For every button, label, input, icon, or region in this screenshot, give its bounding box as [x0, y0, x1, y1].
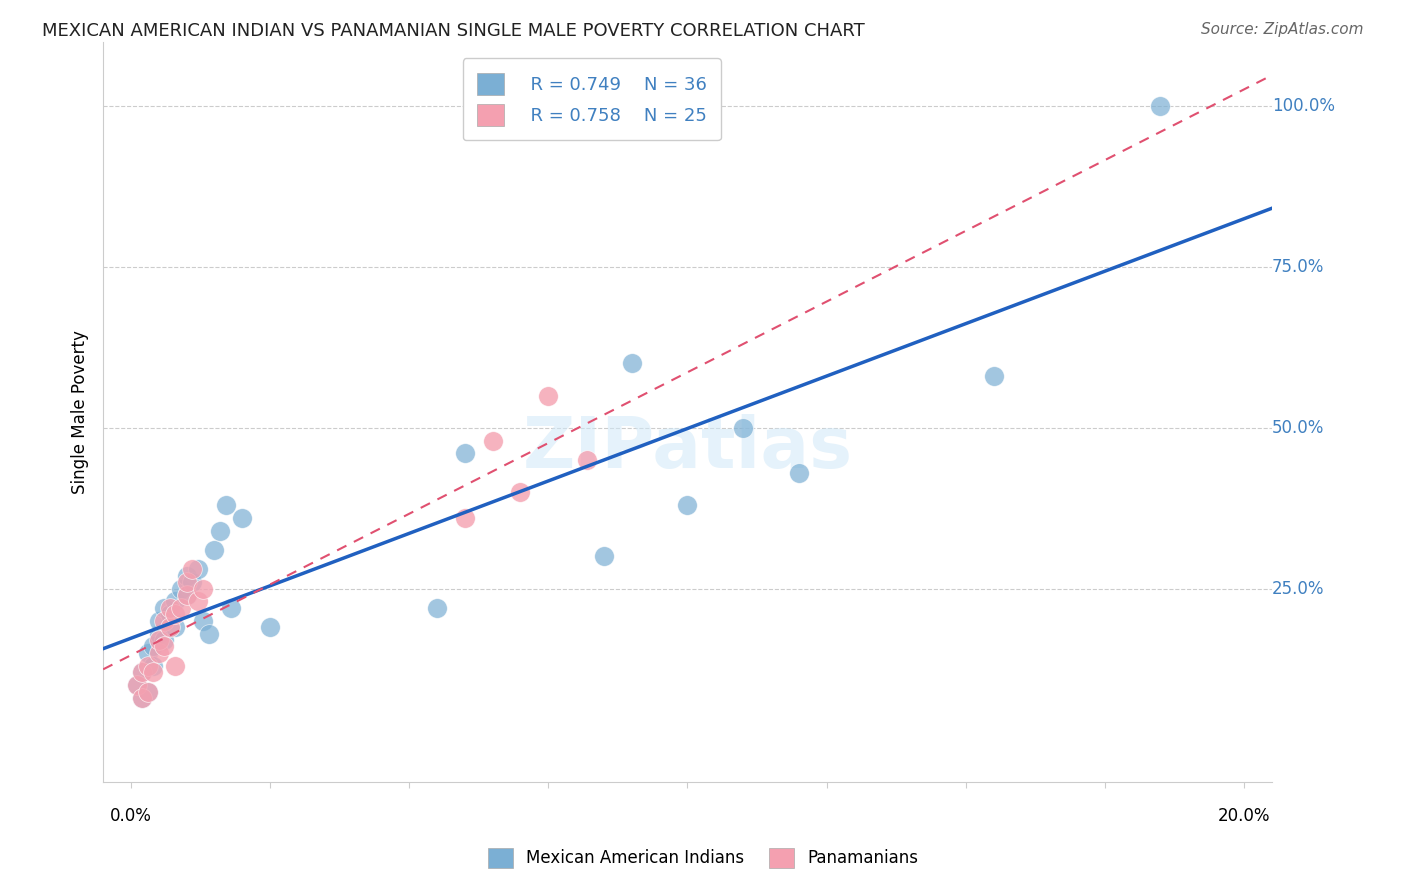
- Text: Source: ZipAtlas.com: Source: ZipAtlas.com: [1201, 22, 1364, 37]
- Point: [454, 446, 477, 460]
- Text: 100.0%: 100.0%: [1272, 97, 1334, 115]
- Text: MEXICAN AMERICAN INDIAN VS PANAMANIAN SINGLE MALE POVERTY CORRELATION CHART: MEXICAN AMERICAN INDIAN VS PANAMANIAN SI…: [42, 22, 865, 40]
- Point: [620, 356, 643, 370]
- Point: [454, 511, 477, 525]
- Point: [176, 568, 198, 582]
- Text: 25.0%: 25.0%: [1272, 580, 1324, 598]
- Text: ZIPatlas: ZIPatlas: [523, 414, 852, 483]
- Point: [208, 524, 231, 538]
- Point: [148, 646, 170, 660]
- Point: [193, 614, 215, 628]
- Point: [136, 684, 159, 698]
- Point: [537, 388, 560, 402]
- Point: [593, 549, 616, 564]
- Legend: Mexican American Indians, Panamanians: Mexican American Indians, Panamanians: [481, 841, 925, 875]
- Point: [259, 620, 281, 634]
- Point: [214, 498, 236, 512]
- Point: [153, 600, 176, 615]
- Text: 50.0%: 50.0%: [1272, 418, 1324, 437]
- Point: [787, 466, 810, 480]
- Point: [159, 600, 181, 615]
- Point: [148, 626, 170, 640]
- Point: [198, 626, 221, 640]
- Point: [219, 600, 242, 615]
- Point: [153, 614, 176, 628]
- Point: [204, 543, 226, 558]
- Point: [136, 646, 159, 660]
- Point: [509, 485, 531, 500]
- Point: [142, 658, 165, 673]
- Point: [159, 607, 181, 622]
- Point: [676, 498, 699, 512]
- Point: [153, 633, 176, 648]
- Point: [983, 369, 1005, 384]
- Point: [142, 640, 165, 654]
- Point: [733, 421, 755, 435]
- Y-axis label: Single Male Poverty: Single Male Poverty: [72, 330, 89, 493]
- Point: [165, 594, 187, 608]
- Point: [170, 600, 193, 615]
- Point: [481, 434, 503, 448]
- Point: [131, 665, 153, 680]
- Point: [176, 588, 198, 602]
- Point: [231, 511, 253, 525]
- Point: [187, 562, 209, 576]
- Point: [131, 665, 153, 680]
- Point: [165, 607, 187, 622]
- Point: [170, 582, 193, 596]
- Point: [125, 678, 148, 692]
- Point: [426, 600, 449, 615]
- Legend:   R = 0.749    N = 36,   R = 0.758    N = 25: R = 0.749 N = 36, R = 0.758 N = 25: [463, 58, 721, 140]
- Point: [576, 453, 599, 467]
- Point: [153, 640, 176, 654]
- Text: 0.0%: 0.0%: [110, 807, 152, 825]
- Point: [193, 582, 215, 596]
- Point: [181, 562, 204, 576]
- Point: [148, 633, 170, 648]
- Point: [131, 690, 153, 705]
- Point: [165, 620, 187, 634]
- Point: [1149, 99, 1171, 113]
- Point: [131, 690, 153, 705]
- Point: [125, 678, 148, 692]
- Point: [176, 575, 198, 590]
- Text: 20.0%: 20.0%: [1218, 807, 1270, 825]
- Point: [176, 588, 198, 602]
- Point: [159, 620, 181, 634]
- Point: [136, 684, 159, 698]
- Point: [148, 614, 170, 628]
- Point: [181, 575, 204, 590]
- Point: [142, 665, 165, 680]
- Point: [136, 658, 159, 673]
- Text: 75.0%: 75.0%: [1272, 258, 1324, 276]
- Point: [165, 658, 187, 673]
- Point: [187, 594, 209, 608]
